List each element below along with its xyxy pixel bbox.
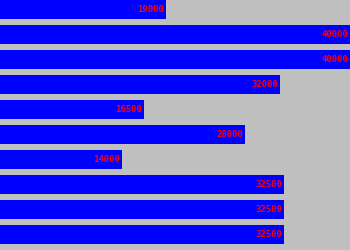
Bar — [0, 75, 280, 94]
Bar — [0, 225, 284, 244]
Bar — [0, 125, 245, 144]
Text: 14000: 14000 — [93, 155, 120, 164]
Bar — [0, 0, 166, 19]
Text: 32500: 32500 — [256, 230, 282, 239]
Bar — [0, 50, 350, 69]
Text: 32500: 32500 — [256, 205, 282, 214]
Bar — [0, 200, 284, 219]
Bar — [0, 175, 284, 194]
Text: 40000: 40000 — [321, 55, 348, 64]
Text: 19000: 19000 — [137, 5, 164, 14]
Text: 28000: 28000 — [216, 130, 243, 139]
Text: 32000: 32000 — [251, 80, 278, 89]
Text: 32500: 32500 — [256, 180, 282, 189]
Bar — [0, 150, 122, 169]
Text: 40000: 40000 — [321, 30, 348, 39]
Text: 16500: 16500 — [116, 105, 142, 114]
Bar — [0, 25, 350, 44]
Bar — [0, 100, 144, 119]
